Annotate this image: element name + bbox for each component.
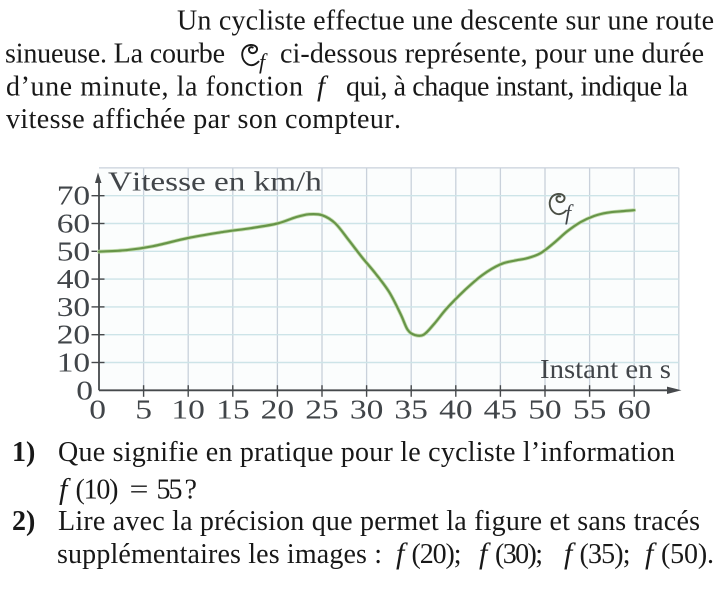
svg-text:5: 5 (135, 395, 152, 425)
svg-text:10: 10 (57, 348, 90, 378)
svg-text:20: 20 (57, 320, 90, 350)
svg-text:0: 0 (89, 395, 106, 425)
svg-text:50: 50 (528, 395, 561, 425)
svg-text:0: 0 (76, 375, 93, 405)
svg-text:f: f (259, 49, 268, 74)
svg-text:Instant en s: Instant en s (540, 355, 671, 385)
svg-text:50: 50 (57, 236, 90, 266)
svg-text:f: f (565, 200, 574, 225)
svg-text:vitesse affichée par son compt: vitesse affichée par son compteur. (6, 104, 401, 135)
svg-text:40: 40 (439, 395, 472, 425)
svg-text:ci-dessous représente, pour un: ci-dessous représente, pour une durée (280, 39, 704, 70)
svg-text:qui, à chaque instant, indique: qui, à chaque instant, indique la (346, 72, 689, 103)
svg-text:15: 15 (216, 395, 249, 425)
svg-text:35: 35 (394, 395, 427, 425)
svg-text:60: 60 (618, 395, 651, 425)
svg-text:Vitesse en km/h: Vitesse en km/h (108, 166, 322, 196)
svg-text:Que signifie en pratique pour: Que signifie en pratique pour le cyclist… (58, 437, 675, 468)
svg-text:10: 10 (171, 395, 204, 425)
svg-text:Lire avec la précision que per: Lire avec la précision que permet la fig… (58, 506, 700, 537)
svg-text:1): 1) (12, 437, 35, 468)
svg-text:2): 2) (12, 506, 35, 537)
svg-text:55: 55 (573, 395, 606, 425)
svg-text:f(10)=55?: f (10) = 55? (59, 473, 197, 506)
svg-text:40: 40 (57, 264, 90, 294)
svg-text:70: 70 (57, 181, 90, 211)
svg-text:25: 25 (305, 395, 338, 425)
svg-text:supplémentaires les images :f(: supplémentaires les images : f (20); f (30);… (57, 537, 714, 570)
svg-text:60: 60 (57, 209, 90, 239)
svg-text:20: 20 (261, 395, 294, 425)
svg-text:45: 45 (484, 395, 517, 425)
svg-text:sinueuse. La courbe: sinueuse. La courbe (5, 39, 225, 70)
svg-text:Un cycliste effectue une desce: Un cycliste effectue une descente sur un… (177, 6, 714, 37)
svg-text:30: 30 (350, 395, 383, 425)
svg-text:30: 30 (57, 292, 90, 322)
svg-text:d’une minute, la fonction: d’une minute, la fonction (6, 72, 303, 103)
